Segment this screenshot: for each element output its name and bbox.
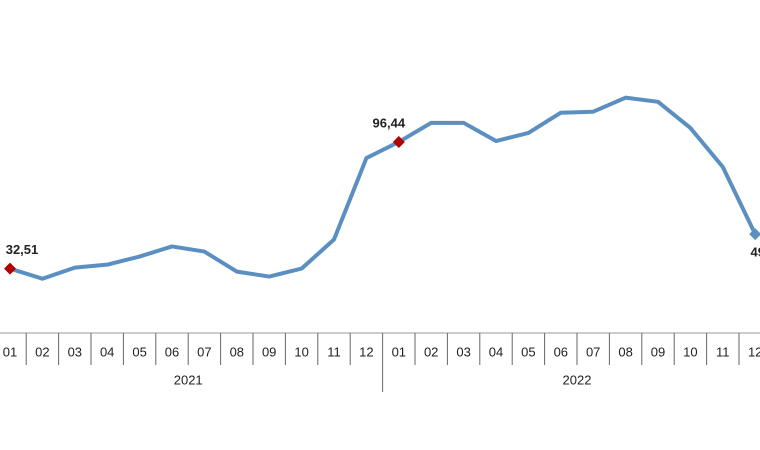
- x-tick-label: 12: [359, 344, 373, 359]
- x-tick-label: 10: [683, 344, 697, 359]
- x-tick-label: 01: [3, 344, 17, 359]
- x-tick-label: 01: [392, 344, 406, 359]
- x-tick-label: 04: [489, 344, 503, 359]
- x-tick-label: 07: [586, 344, 600, 359]
- x-tick-label: 02: [424, 344, 438, 359]
- marker: [392, 135, 405, 148]
- value-label: 32,51: [6, 242, 39, 257]
- x-tick-label: 08: [230, 344, 244, 359]
- series-line: [8, 95, 758, 281]
- marker: [749, 228, 760, 241]
- x-tick-label: 05: [132, 344, 146, 359]
- x-tick-label: 09: [262, 344, 276, 359]
- value-label: 96,44: [373, 115, 406, 130]
- x-tick-label: 09: [651, 344, 665, 359]
- x-tick-label: 03: [68, 344, 82, 359]
- x-tick-label: 06: [165, 344, 179, 359]
- marker: [4, 262, 16, 275]
- x-tick-label: 08: [618, 344, 632, 359]
- x-tick-label: 02: [35, 344, 49, 359]
- x-tick-label: 04: [100, 344, 114, 359]
- value-label: 49,9: [751, 245, 760, 260]
- x-tick-label: 06: [554, 344, 568, 359]
- x-tick-label: 11: [716, 344, 730, 359]
- x-tick-label: 10: [294, 344, 308, 359]
- group-label: 2021: [174, 372, 203, 387]
- x-tick-label: 07: [197, 344, 211, 359]
- x-tick-label: 03: [456, 344, 470, 359]
- x-tick-label: 05: [521, 344, 535, 359]
- x-tick-label: 11: [327, 344, 341, 359]
- x-tick-label: 12: [748, 344, 760, 359]
- group-label: 2022: [563, 372, 592, 387]
